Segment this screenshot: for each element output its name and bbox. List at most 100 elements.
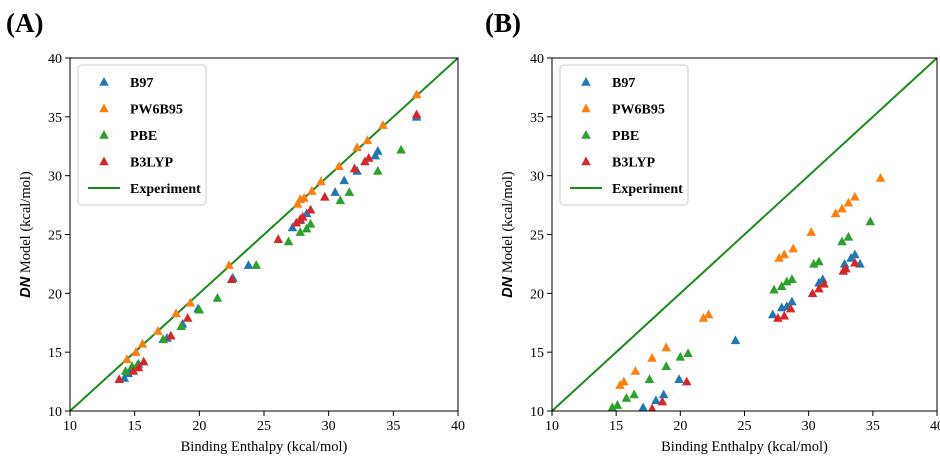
point-pbe [776,281,787,291]
experiment-line [552,58,937,411]
point-b97 [839,258,850,268]
point-b3lyp [349,163,360,173]
point-b3lyp [320,191,330,201]
point-pbe [843,231,854,241]
point-b3lyp [807,288,818,298]
point-pbe [120,365,131,375]
point-b3lyp [128,365,139,375]
y-tick-label: 20 [48,287,62,302]
y-tick-label: 25 [48,229,62,244]
point-b3lyp [273,234,283,243]
x-tick-label: 15 [128,419,142,434]
point-pbe [301,223,312,233]
point-pbe [629,389,639,399]
x-axis-title: Binding Enthalpy (kcal/mol) [661,439,828,455]
point-b97 [658,389,669,399]
legend-label-experiment: Experiment [612,182,683,197]
legend-marker-pbe [581,130,591,139]
legend-marker-pbe [99,130,109,139]
point-b3lyp [364,153,374,162]
point-pw6b95 [362,135,373,145]
point-b3lyp [114,374,124,383]
point-pbe [683,348,693,358]
point-b97 [243,260,254,269]
point-pbe [787,274,797,283]
point-b3lyp [226,274,237,283]
point-b3lyp [819,278,829,288]
y-tick-label: 30 [530,170,544,185]
point-b3lyp [305,204,316,214]
point-b97 [850,249,860,259]
y-axis-title: DN Model (kcal/mol) [18,171,34,298]
point-pw6b95 [411,89,422,99]
point-pw6b95 [334,161,344,171]
x-tick-label: 30 [802,419,816,434]
point-b97 [767,309,778,319]
legend-box [77,64,207,206]
point-pw6b95 [875,173,886,182]
point-pw6b95 [619,376,629,386]
point-pw6b95 [837,203,847,213]
point-pw6b95 [698,313,709,322]
point-b3lyp [298,211,308,221]
point-b3lyp [785,303,796,313]
point-b3lyp [850,257,860,267]
legend-marker-pw6b95 [581,103,591,113]
point-b97 [373,145,383,155]
point-pw6b95 [661,342,671,352]
legend: B97 PW6B95 PBE B3LYP Experiment [559,64,689,206]
point-b97 [674,374,684,383]
point-pbe [158,334,168,343]
point-b97 [370,150,380,160]
x-tick-label: 10 [545,419,559,434]
point-pw6b95 [647,353,657,362]
x-tick-label: 40 [930,419,940,434]
data-points [114,89,422,383]
x-tick-label: 30 [322,419,336,434]
point-b3lyp [166,330,176,340]
point-b3lyp [657,396,668,406]
point-b3lyp [779,310,790,320]
y-axis-title-rest: Model (kcal/mol) [18,171,34,277]
legend-marker-b97 [581,77,591,86]
chart-a: 10 15 20 25 30 35 40 10 15 20 25 30 35 40 Binding Enth… [18,52,465,455]
legend-marker-b97 [99,77,109,86]
x-tick-label: 40 [451,419,465,434]
y-tick-label: 15 [530,346,544,361]
y-axis-title-bold: DN [18,276,34,297]
point-pbe [769,284,779,294]
legend-label-b3lyp: B3LYP [612,156,656,171]
legend-label-pbe: PBE [612,129,639,144]
legend-marker-b3lyp [581,156,591,166]
point-b3lyp [814,283,824,293]
point-b3lyp [138,356,149,366]
point-b97 [818,274,828,283]
point-pw6b95 [185,297,196,307]
chart-b: 10 15 20 25 30 35 40 10 15 20 25 30 35 40 Binding Enth… [500,52,940,455]
point-pbe [176,321,186,331]
point-pbe [782,276,792,286]
point-pbe [865,216,876,226]
point-pw6b95 [352,142,362,152]
point-pw6b95 [703,309,714,319]
point-pbe [212,293,223,302]
legend-label-experiment: Experiment [130,182,201,197]
legend: B97 PW6B95 PBE B3LYP Experiment [77,64,207,206]
legend-label-pw6b95: PW6B95 [612,103,665,118]
point-pbe [607,402,617,411]
point-pbe [814,256,824,266]
point-pbe [283,236,294,246]
point-pw6b95 [630,365,641,375]
point-pw6b95 [137,338,148,348]
point-pw6b95 [774,253,784,262]
point-pw6b95 [131,347,141,356]
y-tick-label: 20 [530,287,544,302]
point-pw6b95 [224,260,234,269]
x-tick-label: 15 [609,419,623,434]
legend-label-b97: B97 [612,76,635,91]
point-b3lyp [682,376,692,386]
point-pw6b95 [316,176,326,186]
point-pw6b95 [299,193,309,202]
y-tick-label: 25 [530,229,544,244]
